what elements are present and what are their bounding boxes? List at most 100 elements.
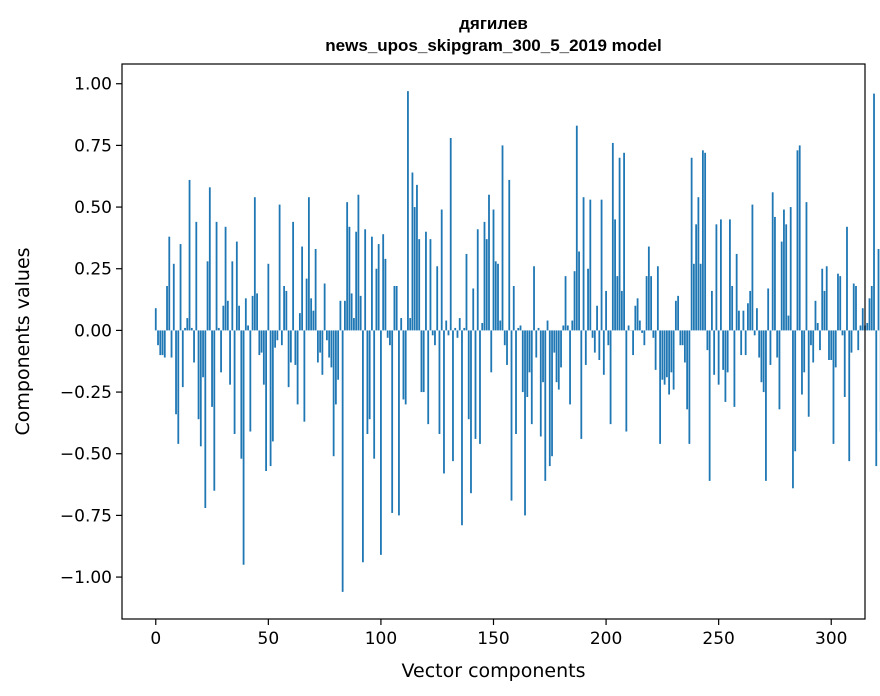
bar bbox=[289, 330, 292, 363]
bar bbox=[868, 298, 871, 331]
bar bbox=[420, 330, 423, 393]
bar bbox=[353, 318, 355, 331]
y-tick-label: 1.00 bbox=[74, 75, 112, 95]
bar bbox=[578, 251, 580, 331]
bar bbox=[339, 300, 342, 331]
bar bbox=[812, 330, 815, 363]
bar bbox=[163, 330, 166, 358]
bar bbox=[711, 290, 713, 331]
bar bbox=[258, 330, 261, 356]
bar bbox=[877, 249, 880, 331]
bar bbox=[175, 330, 177, 415]
bar bbox=[398, 330, 400, 516]
bar bbox=[616, 276, 619, 331]
bar bbox=[866, 323, 869, 331]
bar bbox=[724, 330, 727, 402]
bar bbox=[427, 330, 430, 425]
bar bbox=[373, 330, 376, 459]
y-tick-label: 0.50 bbox=[74, 198, 112, 218]
bar bbox=[607, 330, 610, 346]
bar bbox=[501, 145, 504, 331]
bar bbox=[747, 303, 749, 331]
bar bbox=[650, 276, 653, 331]
bar bbox=[251, 295, 254, 331]
bar bbox=[276, 330, 279, 341]
y-tick-label: 0.75 bbox=[74, 136, 112, 156]
bar bbox=[848, 330, 851, 462]
bar bbox=[749, 290, 752, 331]
bar bbox=[463, 327, 466, 331]
bar bbox=[434, 330, 436, 346]
bar bbox=[605, 290, 607, 331]
bar bbox=[638, 320, 641, 331]
bar bbox=[832, 330, 835, 444]
bar bbox=[384, 258, 387, 331]
bar bbox=[641, 330, 643, 333]
bar bbox=[735, 253, 738, 331]
bar bbox=[830, 330, 833, 360]
bar bbox=[625, 330, 628, 432]
bar bbox=[776, 330, 779, 358]
bar bbox=[429, 239, 432, 331]
bar bbox=[267, 263, 270, 331]
bar bbox=[837, 273, 839, 331]
bar bbox=[506, 330, 508, 365]
bar bbox=[778, 330, 781, 410]
bar bbox=[551, 330, 553, 457]
bar bbox=[204, 330, 207, 508]
bar bbox=[841, 330, 844, 336]
bar bbox=[184, 327, 186, 331]
bar bbox=[780, 241, 783, 331]
bar bbox=[598, 330, 601, 360]
bar bbox=[771, 192, 774, 331]
x-tick-label: 150 bbox=[477, 629, 509, 649]
bar bbox=[481, 323, 484, 331]
bar bbox=[195, 221, 198, 331]
bar bbox=[589, 199, 592, 331]
bar bbox=[756, 308, 758, 331]
bar bbox=[528, 330, 531, 373]
bar bbox=[701, 150, 704, 331]
bar bbox=[449, 138, 452, 331]
bar bbox=[497, 263, 499, 331]
bar bbox=[526, 330, 529, 397]
bar bbox=[857, 330, 860, 351]
bar bbox=[220, 330, 222, 373]
bar bbox=[211, 330, 213, 407]
bar bbox=[609, 330, 612, 425]
bar bbox=[355, 231, 358, 331]
bar bbox=[512, 286, 515, 331]
bar bbox=[706, 330, 709, 351]
bar bbox=[479, 330, 481, 444]
bar bbox=[668, 330, 671, 395]
bar bbox=[274, 330, 276, 348]
bar bbox=[839, 276, 842, 331]
bar bbox=[571, 320, 574, 331]
bar bbox=[179, 244, 182, 331]
bar bbox=[738, 310, 740, 331]
bar bbox=[213, 330, 216, 491]
bar bbox=[389, 330, 391, 346]
bar bbox=[425, 231, 427, 331]
bar bbox=[751, 204, 754, 331]
bar bbox=[256, 293, 258, 331]
bar bbox=[452, 330, 454, 462]
bar bbox=[445, 320, 448, 331]
bar bbox=[544, 330, 547, 481]
bar bbox=[458, 318, 461, 331]
bar bbox=[157, 330, 159, 346]
bar bbox=[810, 330, 812, 346]
bar bbox=[362, 330, 364, 563]
bar bbox=[226, 300, 229, 331]
bar bbox=[154, 308, 157, 331]
bar bbox=[546, 320, 549, 331]
bar bbox=[438, 330, 441, 434]
bar bbox=[521, 330, 524, 393]
bar bbox=[233, 330, 236, 434]
y-tick-label: 0.00 bbox=[74, 321, 112, 341]
bar bbox=[470, 330, 472, 494]
bar bbox=[573, 271, 576, 331]
bar bbox=[553, 330, 556, 353]
bar bbox=[665, 330, 668, 378]
bar bbox=[494, 261, 497, 331]
